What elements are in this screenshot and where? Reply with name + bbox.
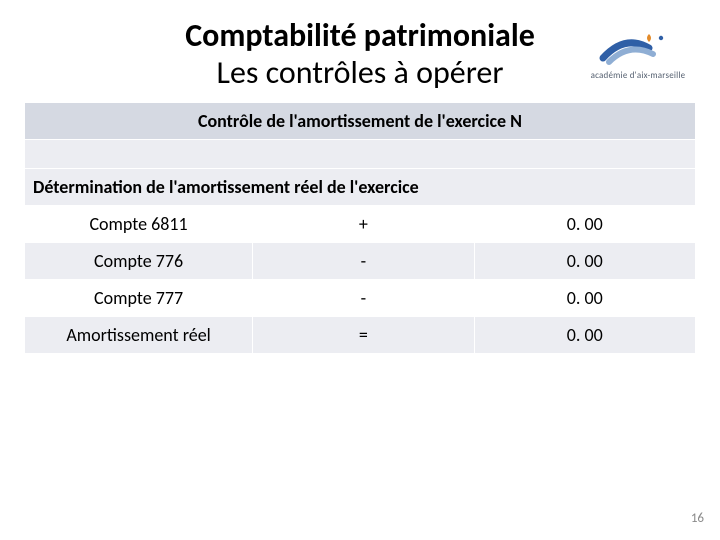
row-value: 0. 00 [474,279,695,316]
logo-caption: académie d'aix-marseille [578,70,698,81]
table-row: Compte 776-0. 00 [25,242,696,279]
row-operator: - [253,242,474,279]
table-row: Compte 6811+0. 00 [25,205,696,242]
table-header-row: Contrôle de l'amortissement de l'exercic… [25,102,696,139]
logo-swoosh-icon [599,28,677,68]
row-label: Compte 6811 [25,205,253,242]
row-value: 0. 00 [474,242,695,279]
row-operator: - [253,279,474,316]
table-row: Amortissement réel=0. 00 [25,316,696,353]
row-value: 0. 00 [474,316,695,353]
table-subheader-row: Détermination de l'amortissement réel de… [25,168,696,205]
row-label: Compte 777 [25,279,253,316]
row-label: Amortissement réel [25,316,253,353]
table-row: Compte 777-0. 00 [25,279,696,316]
row-value: 0. 00 [474,205,695,242]
table-header: Contrôle de l'amortissement de l'exercic… [25,102,696,139]
row-operator: = [253,316,474,353]
academy-logo: académie d'aix-marseille [578,28,698,81]
table-subheader: Détermination de l'amortissement réel de… [25,168,696,205]
table-spacer-row [25,139,696,168]
row-operator: + [253,205,474,242]
amortissement-table: Contrôle de l'amortissement de l'exercic… [24,102,696,354]
page-number: 16 [691,511,704,526]
row-label: Compte 776 [25,242,253,279]
